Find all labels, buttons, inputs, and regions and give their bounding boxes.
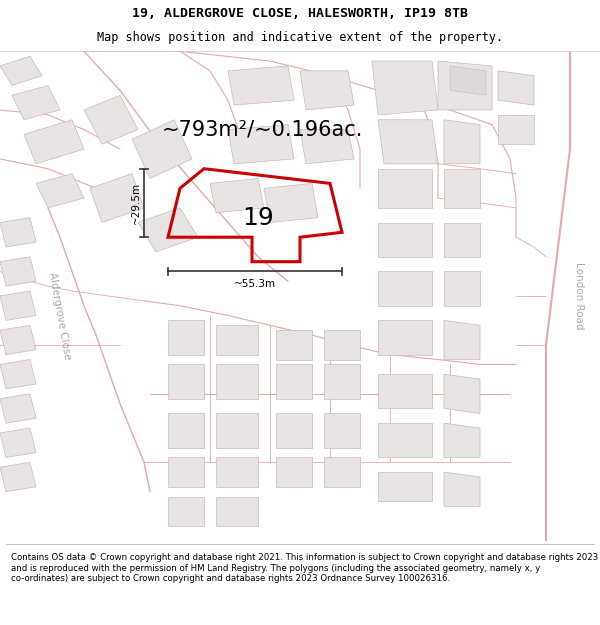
Polygon shape <box>324 330 360 359</box>
Polygon shape <box>444 321 480 359</box>
Text: Contains OS data © Crown copyright and database right 2021. This information is : Contains OS data © Crown copyright and d… <box>11 553 598 583</box>
Polygon shape <box>264 183 318 222</box>
Polygon shape <box>24 120 84 164</box>
Polygon shape <box>378 423 432 458</box>
Polygon shape <box>438 61 492 110</box>
Polygon shape <box>378 222 432 257</box>
Polygon shape <box>276 330 312 359</box>
Polygon shape <box>216 497 258 526</box>
Polygon shape <box>0 325 36 354</box>
Polygon shape <box>444 222 480 257</box>
Polygon shape <box>12 86 60 120</box>
Polygon shape <box>378 169 432 208</box>
Polygon shape <box>444 472 480 506</box>
Polygon shape <box>324 458 360 487</box>
Polygon shape <box>444 271 480 306</box>
Polygon shape <box>444 169 480 208</box>
Polygon shape <box>0 217 36 247</box>
Polygon shape <box>210 179 264 212</box>
Polygon shape <box>132 120 192 179</box>
Polygon shape <box>90 174 144 222</box>
Polygon shape <box>300 129 354 164</box>
Polygon shape <box>276 458 312 487</box>
Polygon shape <box>168 413 204 447</box>
Polygon shape <box>444 374 480 413</box>
Polygon shape <box>498 71 534 105</box>
Polygon shape <box>228 66 294 105</box>
Text: 19: 19 <box>242 206 274 229</box>
Polygon shape <box>0 394 36 423</box>
Polygon shape <box>498 115 534 144</box>
Polygon shape <box>0 462 36 492</box>
Polygon shape <box>216 413 258 447</box>
Polygon shape <box>0 56 42 86</box>
Polygon shape <box>84 95 138 144</box>
Polygon shape <box>168 458 204 487</box>
Polygon shape <box>444 120 480 164</box>
Polygon shape <box>276 364 312 399</box>
Text: ~29.5m: ~29.5m <box>131 182 141 224</box>
Polygon shape <box>168 497 204 526</box>
Text: Aldergrove Close: Aldergrove Close <box>47 271 73 360</box>
Polygon shape <box>168 321 204 354</box>
Polygon shape <box>0 291 36 321</box>
Polygon shape <box>324 364 360 399</box>
Text: London Road: London Road <box>574 262 584 330</box>
Polygon shape <box>300 71 354 110</box>
Polygon shape <box>378 120 438 164</box>
Polygon shape <box>216 458 258 487</box>
Polygon shape <box>276 413 312 447</box>
Polygon shape <box>0 257 36 286</box>
Polygon shape <box>378 321 432 354</box>
Polygon shape <box>36 174 84 208</box>
Polygon shape <box>216 364 258 399</box>
Polygon shape <box>228 124 294 164</box>
Polygon shape <box>372 61 438 115</box>
Polygon shape <box>378 472 432 501</box>
Polygon shape <box>168 364 204 399</box>
Polygon shape <box>138 208 198 252</box>
Polygon shape <box>378 271 432 306</box>
Polygon shape <box>216 325 258 354</box>
Polygon shape <box>444 423 480 458</box>
Polygon shape <box>324 413 360 447</box>
Text: ~793m²/~0.196ac.: ~793m²/~0.196ac. <box>162 119 364 139</box>
Text: 19, ALDERGROVE CLOSE, HALESWORTH, IP19 8TB: 19, ALDERGROVE CLOSE, HALESWORTH, IP19 8… <box>132 8 468 21</box>
Polygon shape <box>450 66 486 95</box>
Polygon shape <box>0 428 36 458</box>
Polygon shape <box>378 374 432 409</box>
Text: ~55.3m: ~55.3m <box>234 279 276 289</box>
Polygon shape <box>0 359 36 389</box>
Text: Map shows position and indicative extent of the property.: Map shows position and indicative extent… <box>97 31 503 44</box>
